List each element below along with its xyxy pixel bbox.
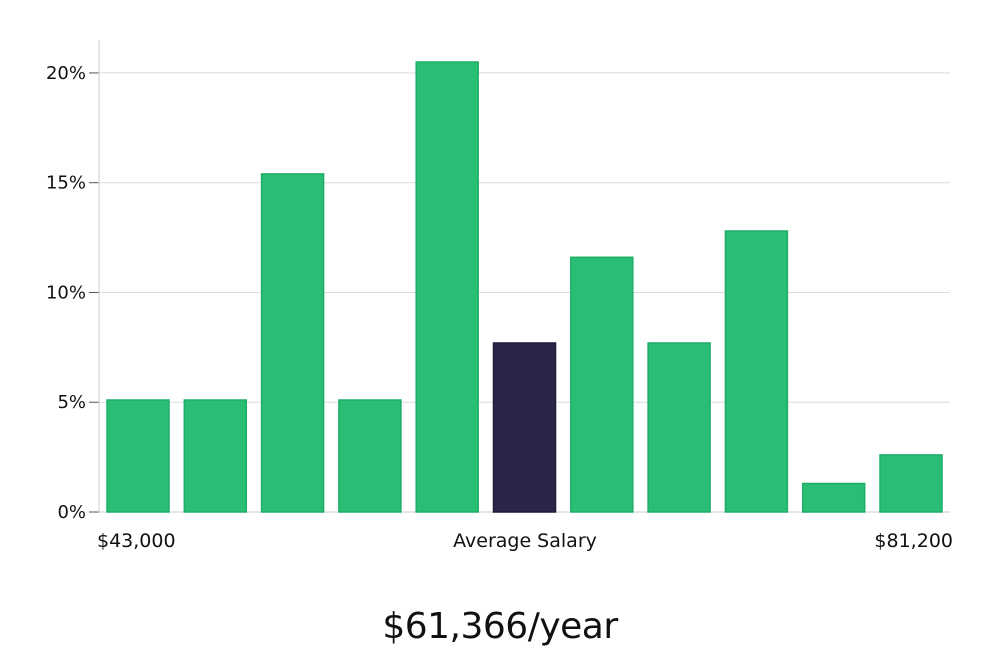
bar	[415, 61, 479, 513]
y-tick-label: 0%	[57, 502, 86, 523]
y-tick-label: 5%	[57, 392, 86, 413]
histogram-svg: 0% 5% 10% 15% 20% $43,000 Average Salary $81…	[46, 40, 953, 552]
x-max-label: $81,200	[874, 530, 953, 552]
y-tick-label: 15%	[46, 173, 86, 194]
bar	[801, 482, 866, 513]
x-min-label: $43,000	[97, 530, 176, 552]
salary-histogram: 0% 5% 10% 15% 20% $43,000 Average Salary $81…	[46, 40, 953, 552]
bar	[724, 230, 789, 513]
y-tick-label: 20%	[46, 63, 86, 84]
y-axis-ticks: 0% 5% 10% 15% 20%	[46, 63, 99, 523]
bar	[570, 256, 634, 513]
bar	[338, 399, 402, 513]
bar	[260, 173, 325, 513]
bar-highlighted	[492, 342, 557, 513]
average-salary-value: $61,366/year	[382, 606, 618, 647]
bar	[879, 454, 943, 513]
bars	[106, 61, 943, 513]
bar	[647, 342, 711, 513]
y-tick-label: 10%	[46, 282, 86, 303]
x-axis-title: Average Salary	[453, 530, 597, 552]
bar	[106, 399, 170, 513]
bar	[183, 399, 248, 513]
